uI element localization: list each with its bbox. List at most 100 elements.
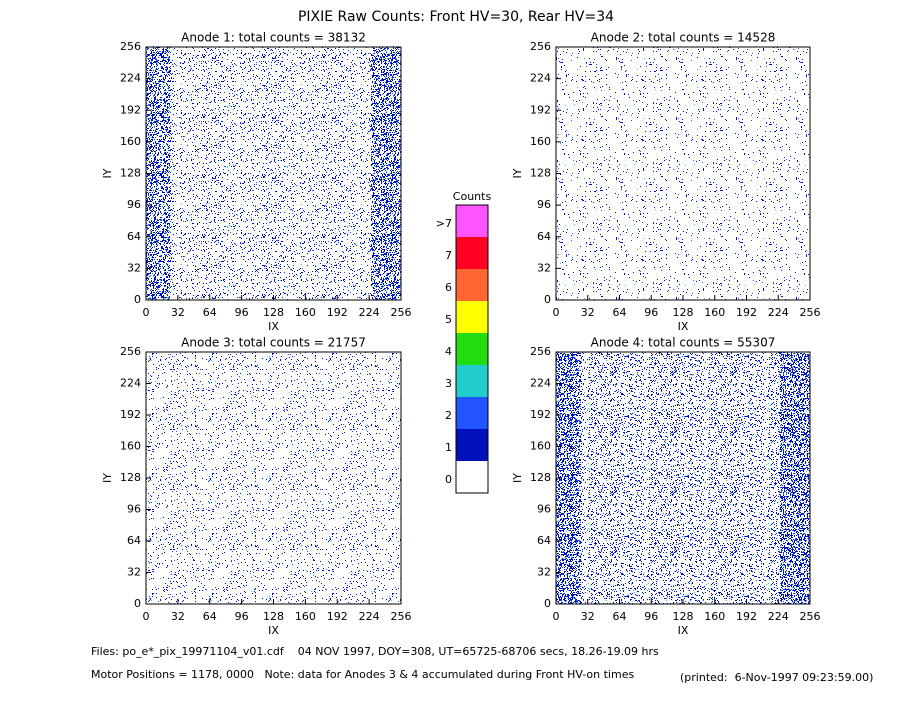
colorbar-label: 5 xyxy=(445,313,452,326)
y-tick-label: 32 xyxy=(537,566,551,579)
x-tick-label: 256 xyxy=(800,610,821,623)
count-image-edge xyxy=(780,352,810,604)
panel-title: Anode 3: total counts = 21757 xyxy=(181,336,366,350)
x-tick-label: 32 xyxy=(171,610,185,623)
x-tick-label: 224 xyxy=(768,306,789,319)
colorbar-swatch xyxy=(456,397,488,429)
colorbar-label: 0 xyxy=(445,473,452,486)
x-tick-label: 96 xyxy=(644,306,658,319)
y-tick-label: 0 xyxy=(544,293,551,306)
x-axis-label: IX xyxy=(268,320,279,333)
colorbar-label: 7 xyxy=(445,249,452,262)
y-tick-label: 128 xyxy=(530,167,551,180)
colorbar-label: 2 xyxy=(445,409,452,422)
x-tick-label: 160 xyxy=(704,610,725,623)
panel-title: Anode 4: total counts = 55307 xyxy=(591,336,776,350)
y-tick-label: 256 xyxy=(530,345,551,358)
y-axis-label: IY xyxy=(511,168,524,178)
x-tick-label: 128 xyxy=(673,610,694,623)
panel-title: Anode 2: total counts = 14528 xyxy=(591,31,776,45)
y-axis-label: IY xyxy=(101,473,114,483)
x-tick-label: 96 xyxy=(235,610,249,623)
colorbar-title: Counts xyxy=(453,190,492,203)
x-tick-label: 64 xyxy=(613,610,627,623)
colorbar-swatch xyxy=(456,237,488,269)
x-tick-label: 256 xyxy=(800,306,821,319)
x-tick-label: 0 xyxy=(143,306,150,319)
y-tick-label: 256 xyxy=(120,40,141,53)
x-tick-label: 256 xyxy=(391,306,412,319)
x-tick-label: 192 xyxy=(736,306,757,319)
count-image xyxy=(146,352,401,604)
count-image xyxy=(146,47,401,300)
x-tick-label: 256 xyxy=(391,610,412,623)
footer-printed: (printed: 6-Nov-1997 09:23:59.00) xyxy=(680,671,873,684)
x-tick-label: 128 xyxy=(673,306,694,319)
footer-motor: Motor Positions = 1178, 0000 Note: data … xyxy=(91,668,634,681)
y-tick-label: 160 xyxy=(530,440,551,453)
y-tick-label: 96 xyxy=(127,503,141,516)
x-tick-label: 0 xyxy=(143,610,150,623)
figure-title: PIXIE Raw Counts: Front HV=30, Rear HV=3… xyxy=(298,9,614,25)
y-tick-label: 32 xyxy=(127,261,141,274)
colorbar-swatch xyxy=(456,429,488,461)
colorbar-swatch xyxy=(456,365,488,397)
y-tick-label: 224 xyxy=(120,72,141,85)
x-tick-label: 32 xyxy=(171,306,185,319)
y-tick-label: 224 xyxy=(530,72,551,85)
colorbar-frame xyxy=(455,204,489,494)
count-image-edge xyxy=(371,47,401,300)
y-tick-label: 96 xyxy=(537,198,551,211)
y-tick-label: 224 xyxy=(530,377,551,390)
y-tick-label: 64 xyxy=(537,230,551,243)
x-tick-label: 160 xyxy=(295,610,316,623)
y-tick-label: 32 xyxy=(537,261,551,274)
x-tick-label: 224 xyxy=(359,610,380,623)
colorbar-swatch xyxy=(456,269,488,301)
y-axis-label: IY xyxy=(101,168,114,178)
y-tick-label: 160 xyxy=(120,135,141,148)
colorbar-label: 1 xyxy=(445,441,452,454)
y-tick-label: 224 xyxy=(120,377,141,390)
x-tick-label: 160 xyxy=(704,306,725,319)
colorbar-swatch xyxy=(456,205,488,237)
y-tick-label: 0 xyxy=(134,293,141,306)
x-axis-label: IX xyxy=(678,320,689,333)
count-image xyxy=(556,352,810,604)
y-tick-label: 0 xyxy=(134,597,141,610)
x-tick-label: 192 xyxy=(736,610,757,623)
colorbar-swatch xyxy=(456,301,488,333)
y-tick-label: 128 xyxy=(120,471,141,484)
x-tick-label: 192 xyxy=(327,610,348,623)
y-tick-label: 0 xyxy=(544,597,551,610)
y-tick-label: 128 xyxy=(530,471,551,484)
y-tick-label: 192 xyxy=(530,408,551,421)
x-tick-label: 128 xyxy=(263,610,284,623)
colorbar-swatch xyxy=(456,461,488,493)
y-tick-label: 32 xyxy=(127,566,141,579)
y-tick-label: 160 xyxy=(120,440,141,453)
x-tick-label: 32 xyxy=(581,306,595,319)
y-tick-label: 192 xyxy=(120,408,141,421)
y-tick-label: 96 xyxy=(127,198,141,211)
x-tick-label: 64 xyxy=(203,306,217,319)
x-tick-label: 96 xyxy=(235,306,249,319)
y-tick-label: 128 xyxy=(120,167,141,180)
footer-files: Files: po_e*_pix_19971104_v01.cdf 04 NOV… xyxy=(91,645,659,658)
y-tick-label: 64 xyxy=(127,230,141,243)
x-axis-label: IX xyxy=(678,624,689,637)
y-tick-label: 64 xyxy=(537,534,551,547)
x-tick-label: 64 xyxy=(613,306,627,319)
x-axis-label: IX xyxy=(268,624,279,637)
colorbar-label: >7 xyxy=(436,217,452,230)
x-tick-label: 96 xyxy=(644,610,658,623)
y-tick-label: 64 xyxy=(127,534,141,547)
y-axis-label: IY xyxy=(511,473,524,483)
x-tick-label: 160 xyxy=(295,306,316,319)
x-tick-label: 0 xyxy=(553,306,560,319)
x-tick-label: 128 xyxy=(263,306,284,319)
colorbar-label: 6 xyxy=(445,281,452,294)
x-tick-label: 64 xyxy=(203,610,217,623)
y-tick-label: 96 xyxy=(537,503,551,516)
